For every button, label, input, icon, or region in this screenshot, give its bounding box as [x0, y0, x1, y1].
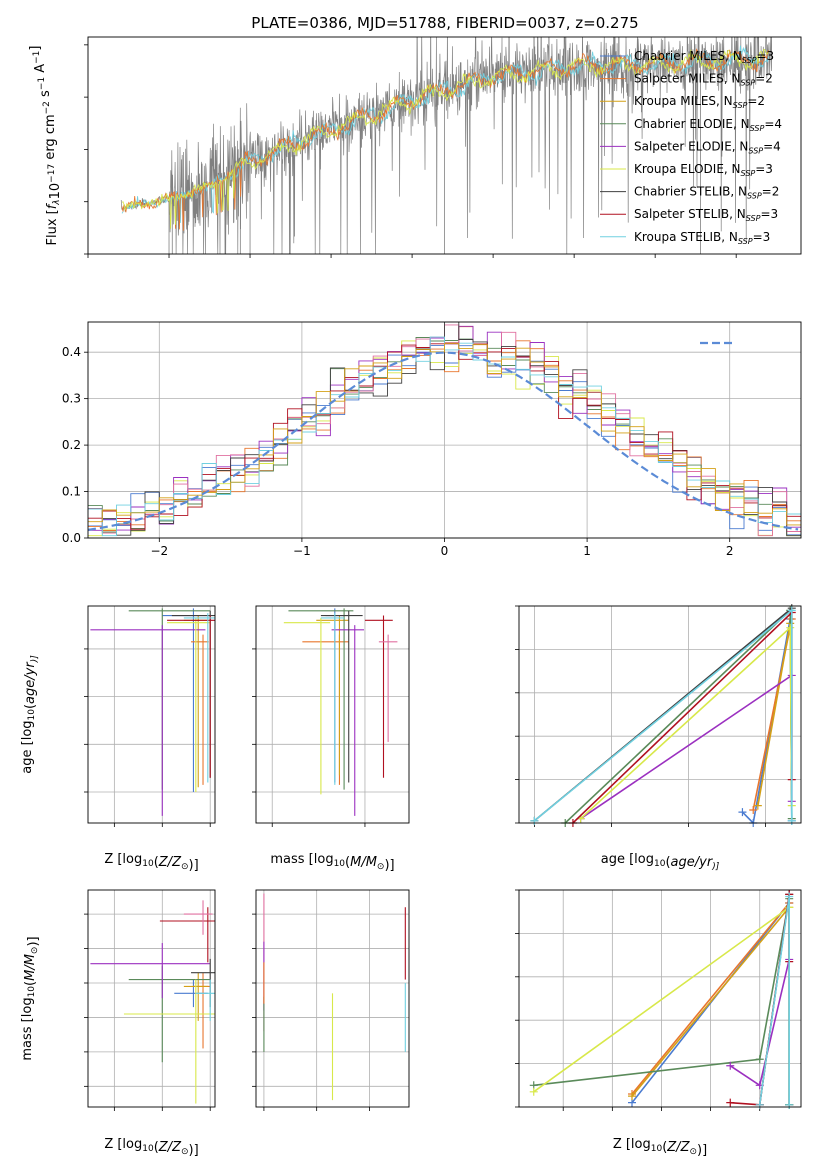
weight-vs-z-series-marker [785, 1100, 794, 1109]
age-vs-z-panel: Z [log10(Z/Z⊙)] age [log10(age/yr)] [20, 605, 216, 873]
age-vs-mass-grid [256, 606, 409, 823]
weight-vs-age-series-marker [786, 623, 795, 632]
age-vs-mass-frame [255, 605, 410, 824]
weight-vs-z-series-line [631, 906, 790, 1097]
weight-vs-z-series-marker [726, 1098, 735, 1107]
weight-vs-age-series-line [757, 623, 791, 806]
weight-vs-z-xlabel: Z [log10(Z/Z⊙)] [613, 1137, 707, 1158]
weight-vs-z-frame [518, 889, 802, 1108]
residuals-histogram-step [88, 343, 801, 526]
residuals-xtick-label: 0 [441, 544, 449, 558]
residuals-ytick-label: 0.1 [62, 485, 81, 499]
spectrum-legend-entry: Salpeter ELODIE, NSSP=4 [634, 139, 781, 155]
spectrum-title: PLATE=0386, MJD=51788, FIBERID=0037, z=0… [251, 14, 638, 32]
weight-vs-age-series-marker [749, 805, 758, 814]
weight-vs-z-series-marker [755, 1055, 764, 1064]
weight-vs-age-series-marker [787, 606, 796, 615]
spectrum-legend-entry: Chabrier MILES, NSSP=3 [634, 49, 774, 65]
spectrum-legend-entry: Kroupa ELODIE, NSSP=3 [634, 162, 773, 178]
spectrum-legend-entry: Salpeter MILES, NSSP=2 [634, 72, 773, 88]
weight-vs-z-series-marker [529, 1087, 538, 1096]
spectrum-legend-entry: Kroupa STELIB, NSSP=3 [634, 230, 770, 246]
spectrum-panel: Flux [fλ10−17 erg cm−2 s−1 A−1] Chabrier … [28, 36, 802, 258]
mass-vs-z-panel: Z [log10(Z/Z⊙)] mass [log10(M/M⊙)] [20, 889, 216, 1158]
weight-vs-z-series-marker [755, 1100, 764, 1109]
spectrum-ylabel: Flux [fλ10−17 erg cm−2 s−1 A−1] [28, 46, 63, 246]
age-vs-mass-xlabel: mass [log10(M/M⊙)] [270, 852, 394, 873]
residuals-xtick-label: 2 [726, 544, 734, 558]
residuals-xtick-label: −2 [150, 544, 168, 558]
residuals-ytick-label: 0.3 [62, 392, 81, 406]
residuals-xtick-label: −1 [293, 544, 311, 558]
spectrum-legend-entry: Kroupa MILES, NSSP=2 [634, 94, 765, 110]
age-vs-z-frame [87, 605, 216, 824]
spectrum-model-line [121, 48, 769, 231]
residuals-ytick-label: 0.0 [62, 531, 81, 545]
mass-vs-z-frame [87, 889, 216, 1108]
spectrum-data-line [120, 37, 773, 254]
spectrum-legend-entry: Chabrier ELODIE, NSSP=4 [634, 117, 782, 133]
weight-vs-age-xlabel: age [log10(age/yr)] [601, 852, 720, 872]
age-vs-z-ylabel: age [log10(age/yr)] [20, 655, 40, 774]
weight-vs-age-series-marker [530, 816, 539, 825]
weight-vs-age-series-marker [738, 808, 747, 817]
mass-vs-z-xlabel: Z [log10(Z/Z⊙)] [104, 1137, 198, 1158]
spectrum-legend-entry: Chabrier STELIB, NSSP=2 [634, 185, 779, 201]
weight-vs-z-series-marker [785, 892, 794, 901]
spectrum-legend-entry: Salpeter STELIB, NSSP=3 [634, 207, 778, 223]
residuals-frame [87, 321, 802, 539]
mass-vs-ebv-panel [252, 889, 410, 1111]
spectrum-frame [87, 36, 802, 255]
weight-vs-age-series-marker [753, 801, 762, 810]
weight-vs-z-series-marker [726, 1061, 735, 1070]
weight-vs-age-series-marker [787, 816, 796, 825]
residuals-panel: −2 −1 0 1 2 0.0 0.1 0.2 0.3 0.4 [62, 321, 802, 558]
residuals-ytick-label: 0.4 [62, 345, 81, 359]
residuals-ytick-label: 0.2 [62, 438, 81, 452]
weight-vs-age-panel: age [log10(age/yr)] [515, 604, 802, 872]
mass-vs-ebv-frame [255, 889, 410, 1108]
weight-vs-z-series-marker [627, 1092, 636, 1101]
mass-vs-z-ylabel: mass [log10(M/M⊙)] [20, 936, 41, 1060]
residuals-normal-curve [88, 351, 799, 531]
weight-vs-z-series-line [631, 902, 790, 1095]
weight-vs-age-frame [518, 605, 802, 824]
age-vs-mass-panel: mass [log10(M/M⊙)] [252, 605, 410, 873]
spectrum-model-line [121, 48, 769, 229]
weight-vs-z-panel: Z [log10(Z/Z⊙)] [515, 889, 802, 1158]
age-vs-z-xlabel: Z [log10(Z/Z⊙)] [104, 852, 198, 873]
residuals-xtick-label: 1 [583, 544, 591, 558]
